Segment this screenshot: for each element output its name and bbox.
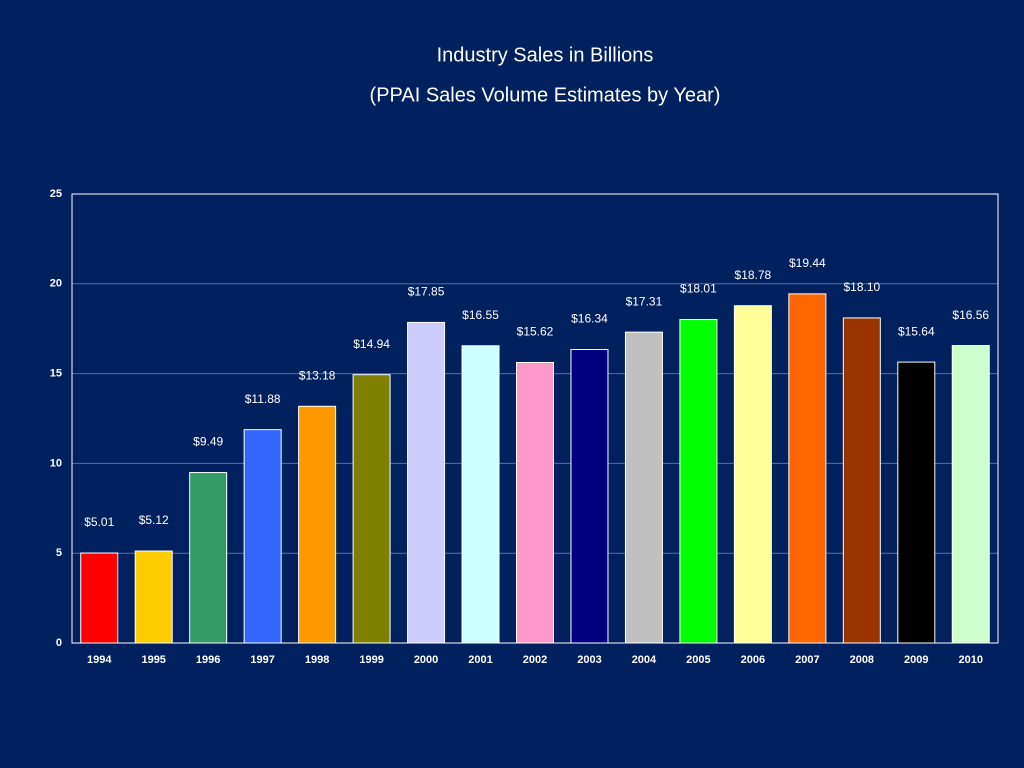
bar [243,429,282,644]
x-tick-label: 2007 [795,654,819,666]
value-label: $16.34 [571,312,608,326]
x-tick-label: 2003 [577,654,601,666]
value-label: $14.94 [353,337,390,351]
x-tick-label: 2000 [414,654,438,666]
x-tick-label: 1997 [250,654,274,666]
x-tick-label: 2004 [632,654,657,666]
value-label: $18.10 [843,280,880,294]
bar [407,321,446,644]
value-label: $5.01 [84,515,114,529]
value-label: $16.56 [952,308,989,322]
bar [461,345,500,644]
bar [951,345,990,644]
value-label: $18.01 [680,282,717,296]
bar [897,361,936,644]
x-tick-label: 2002 [523,654,547,666]
y-tick-label: 15 [50,368,62,380]
bar [679,319,718,644]
value-label: $19.44 [789,256,826,270]
value-label: $16.55 [462,308,499,322]
y-tick-label: 25 [50,188,62,200]
value-label: $9.49 [193,435,223,449]
x-tick-label: 2005 [686,654,710,666]
bar [189,472,228,644]
x-tick-label: 1995 [141,654,165,666]
chart-title: Industry Sales in Billions [437,44,654,66]
bar [134,550,173,644]
x-tick-label: 2006 [741,654,765,666]
x-tick-label: 2001 [468,654,492,666]
value-label: $15.62 [517,325,554,339]
value-label: $17.85 [408,285,445,299]
y-tick-label: 10 [50,457,62,469]
x-tick-label: 2008 [850,654,874,666]
y-tick-label: 20 [50,278,62,290]
value-label: $17.31 [626,294,663,308]
bar [733,305,772,644]
bar [352,374,391,644]
x-tick-label: 1994 [87,654,112,666]
bar [516,361,554,644]
value-label: $5.12 [139,513,169,527]
bar [788,293,827,644]
x-tick-label: 2009 [904,654,928,666]
bar [842,317,881,644]
x-tick-label: 1998 [305,654,329,666]
value-label: $15.64 [898,324,935,338]
value-label: $18.78 [735,268,772,282]
value-label: $11.88 [245,392,281,406]
value-label: $13.18 [299,368,336,382]
x-tick-label: 1996 [196,654,220,666]
x-tick-label: 1999 [359,654,383,666]
x-tick-label: 2010 [959,654,983,666]
y-tick-label: 5 [56,547,62,559]
y-tick-label: 0 [56,637,62,649]
bar [624,331,663,644]
bar [298,405,337,644]
bar [80,552,119,644]
bar [570,349,609,644]
chart-subtitle: (PPAI Sales Volume Estimates by Year) [370,84,721,106]
